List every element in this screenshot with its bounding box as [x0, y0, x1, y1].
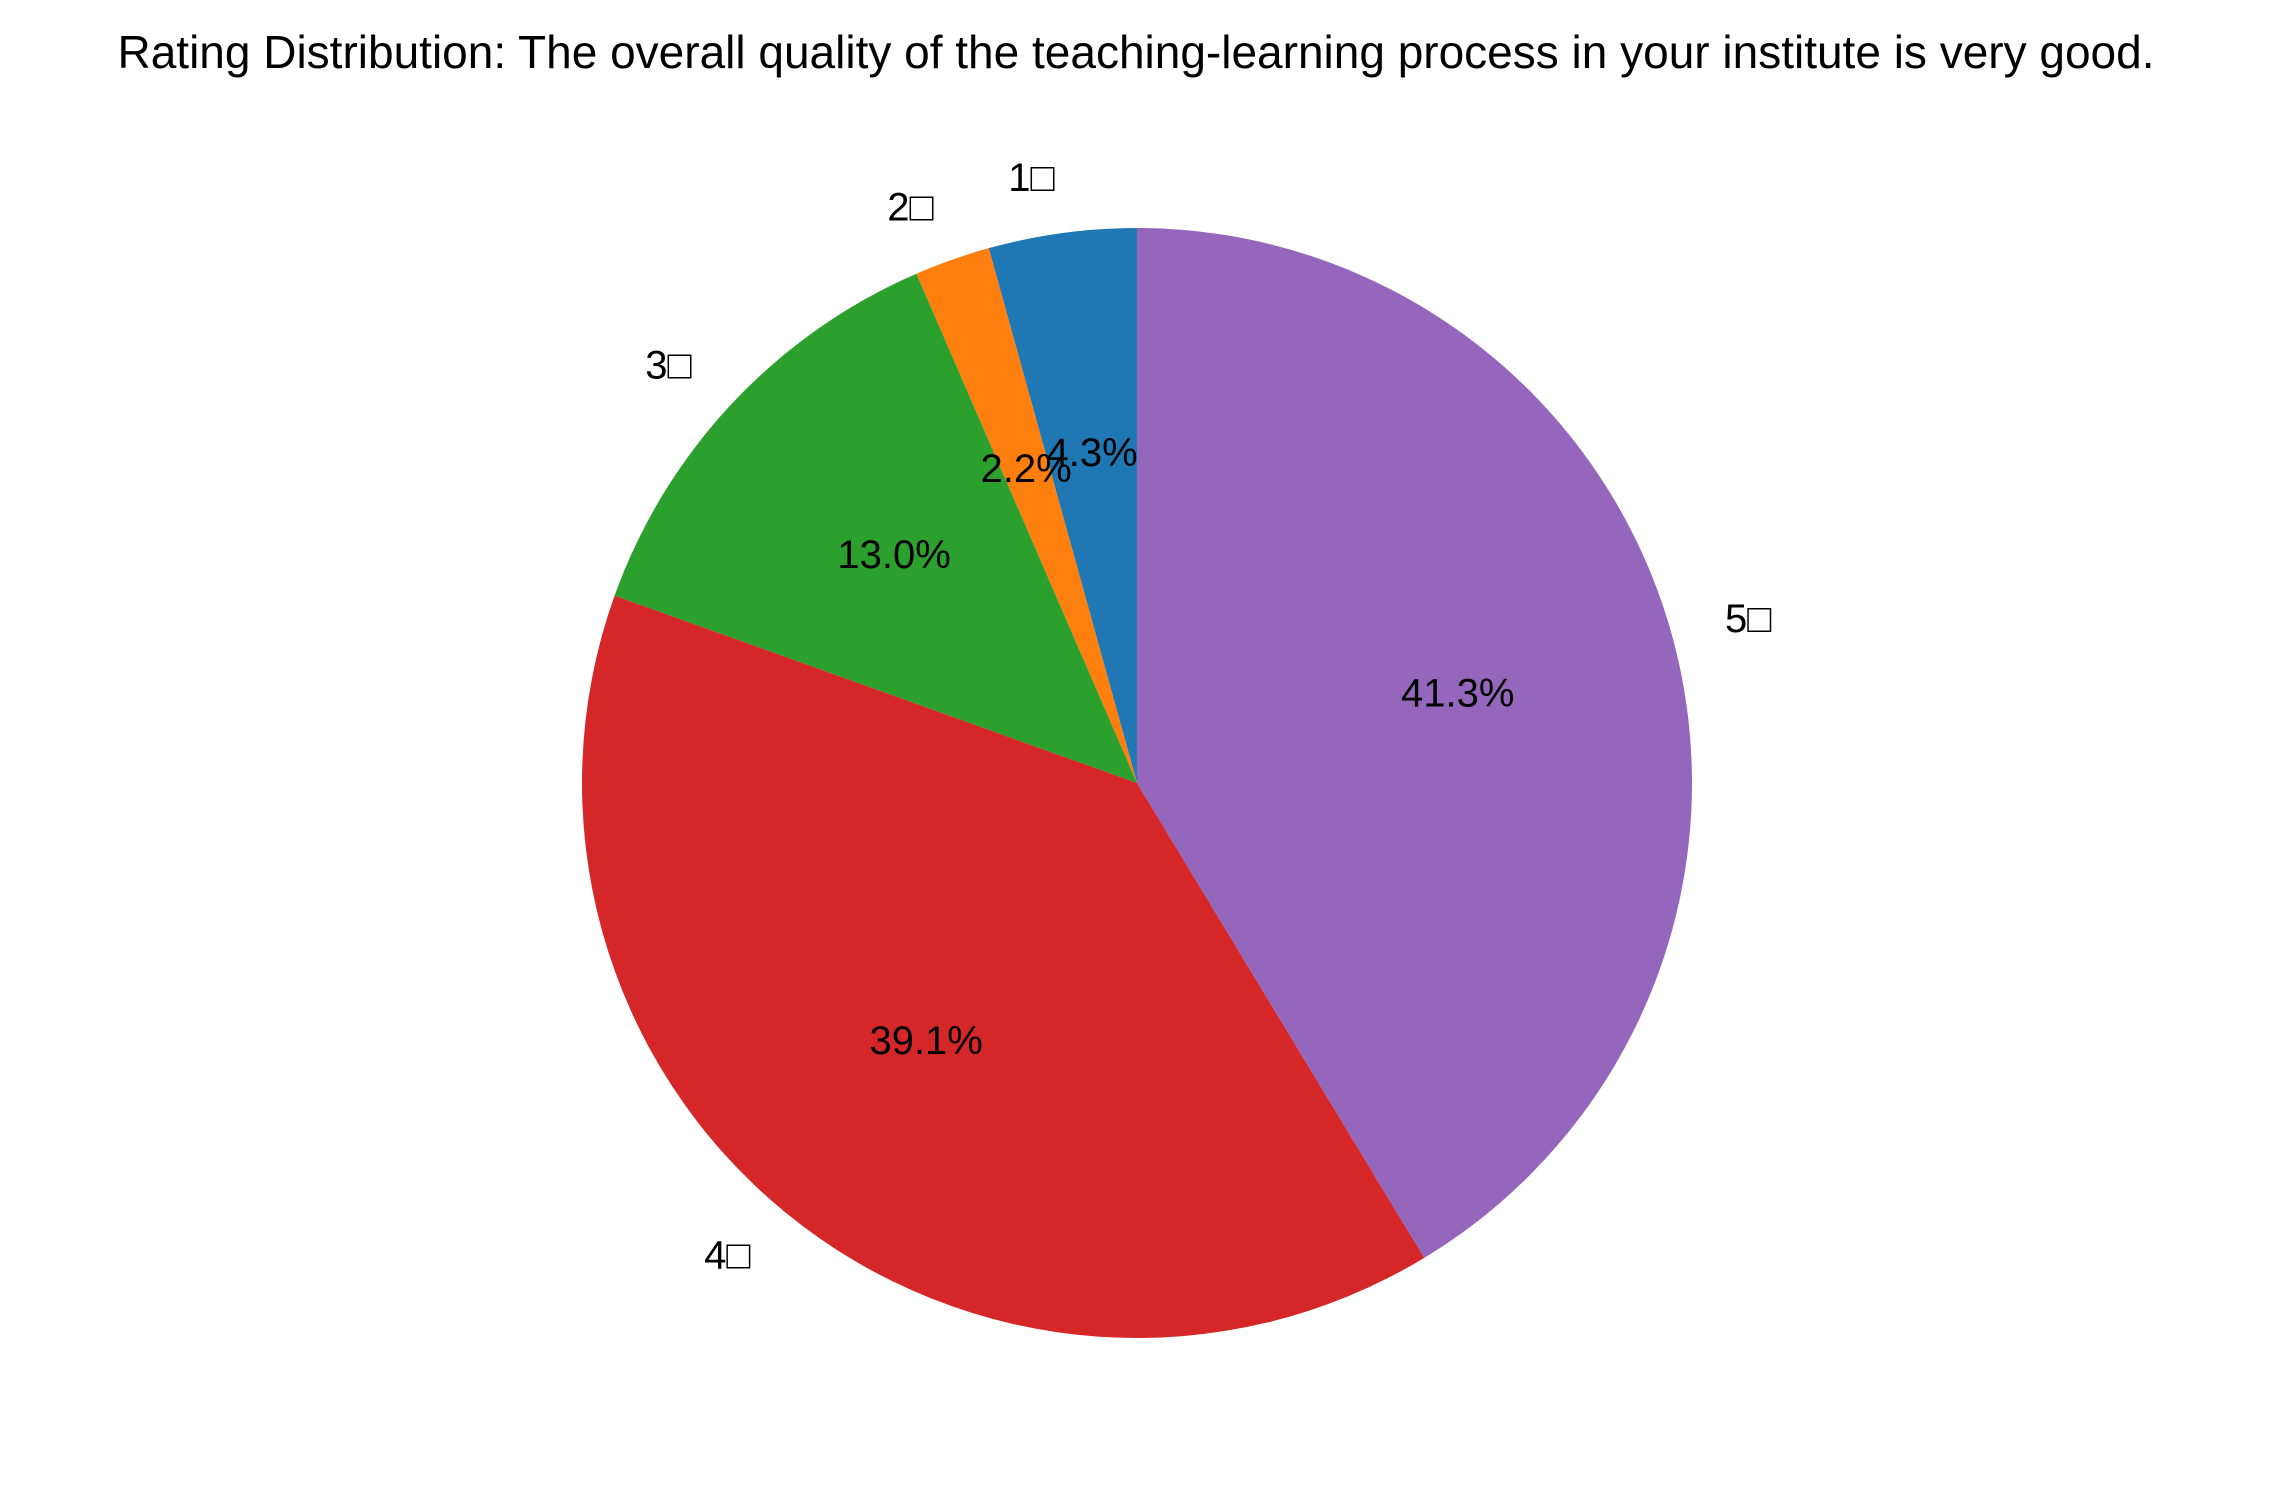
pie-slice-2 [916, 248, 1137, 783]
slice-label-5: 5□ [1725, 597, 1771, 641]
pie-slice-1 [988, 228, 1137, 783]
slice-label-2: 2□ [887, 185, 933, 229]
percent-labels: 4.3%2.2% 13.0% 39.1% 41.3% [837, 431, 1514, 1063]
slice-labels: 1□ 2□ 3□ 4□ 5□ [645, 156, 1771, 1277]
chart-title: Rating Distribution: The overall quality… [117, 26, 2154, 78]
pie-slice-5 [1137, 228, 1692, 1258]
percent-label-5: 41.3% [1401, 672, 1514, 716]
slice-label-3: 3□ [645, 343, 691, 387]
slice-label-4: 4□ [704, 1234, 750, 1278]
percent-label-2: 2.2% [980, 447, 1071, 491]
slice-label-1: 1□ [1008, 156, 1054, 200]
percent-label-4: 39.1% [869, 1019, 982, 1063]
percent-label-1: 4.3% [1047, 431, 1138, 475]
pie-slices [582, 228, 1692, 1338]
percent-label-3: 13.0% [837, 533, 950, 577]
pie-slice-4 [582, 595, 1425, 1338]
pie-slice-3 [614, 273, 1137, 783]
